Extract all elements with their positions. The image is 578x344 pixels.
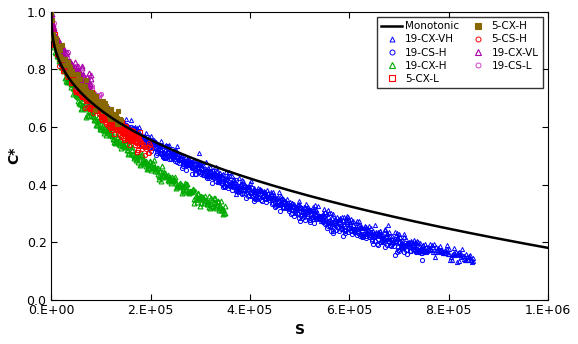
Line: 5-CX-H: 5-CX-H xyxy=(49,10,123,127)
5-CX-L xyxy=(65,64,72,68)
19-CS-L xyxy=(98,92,105,96)
19-CX-VH xyxy=(157,143,164,147)
19-CS-L xyxy=(82,78,89,83)
Line: Monotonic: Monotonic xyxy=(51,12,548,248)
5-CX-H xyxy=(64,69,71,74)
Line: 5-CS-H: 5-CS-H xyxy=(49,10,153,157)
19-CX-VL xyxy=(88,73,95,77)
19-CX-VL xyxy=(66,64,73,68)
19-CX-VH xyxy=(330,222,337,226)
5-CS-H xyxy=(48,10,55,14)
19-CX-VH xyxy=(48,10,55,14)
Monotonic xyxy=(290,189,297,193)
19-CS-L xyxy=(78,82,85,86)
5-CX-H xyxy=(114,116,121,120)
5-CX-H xyxy=(48,11,55,15)
19-CX-H xyxy=(48,10,55,14)
19-CX-VH xyxy=(297,205,303,209)
Y-axis label: C*: C* xyxy=(7,147,21,164)
5-CS-H xyxy=(130,139,137,143)
19-CS-H xyxy=(48,10,55,14)
5-CS-H xyxy=(87,95,94,99)
Line: 19-CX-VH: 19-CX-VH xyxy=(49,10,476,265)
19-CX-VH xyxy=(239,188,246,192)
5-CX-L xyxy=(138,142,144,147)
19-CX-H xyxy=(194,192,201,196)
5-CX-H xyxy=(112,117,118,121)
19-CX-VL xyxy=(49,12,55,17)
19-CX-VL xyxy=(72,69,79,73)
19-CX-H xyxy=(205,194,212,198)
19-CX-H xyxy=(220,212,227,216)
19-CS-H xyxy=(249,194,256,198)
Line: 5-CX-L: 5-CX-L xyxy=(49,14,143,154)
19-CS-L xyxy=(94,102,101,106)
19-CX-VL xyxy=(74,64,81,68)
5-CX-H xyxy=(115,122,122,126)
Monotonic xyxy=(530,243,537,247)
19-CS-H xyxy=(419,258,426,262)
19-CX-H xyxy=(49,35,55,39)
19-CS-H xyxy=(353,233,360,237)
19-CS-H xyxy=(225,186,232,190)
19-CX-VL xyxy=(84,75,91,79)
5-CX-L xyxy=(51,42,58,46)
5-CX-L xyxy=(134,150,140,154)
5-CS-H xyxy=(104,116,111,120)
5-CX-H xyxy=(90,92,97,96)
5-CX-H xyxy=(61,57,68,61)
5-CX-L xyxy=(133,136,140,140)
5-CX-L xyxy=(129,139,136,143)
X-axis label: S: S xyxy=(295,323,305,337)
Line: 19-CX-VL: 19-CX-VL xyxy=(49,12,94,96)
5-CS-H xyxy=(100,115,107,119)
19-CS-L xyxy=(77,74,84,78)
5-CS-H xyxy=(80,89,87,94)
19-CS-L xyxy=(70,69,77,74)
5-CX-H xyxy=(117,118,124,122)
19-CX-H xyxy=(151,166,158,171)
5-CX-L xyxy=(72,70,79,74)
5-CX-L xyxy=(48,14,55,19)
5-CS-H xyxy=(147,146,154,150)
5-CX-L xyxy=(53,44,60,49)
19-CX-H xyxy=(151,165,158,170)
19-CS-H xyxy=(420,250,427,255)
19-CX-VH xyxy=(123,117,129,121)
Monotonic xyxy=(48,10,55,14)
Monotonic xyxy=(276,185,283,190)
19-CS-H xyxy=(227,184,234,188)
Monotonic xyxy=(73,86,80,90)
19-CX-VL xyxy=(86,92,93,96)
5-CX-H xyxy=(84,89,91,94)
Monotonic xyxy=(530,243,537,247)
19-CX-VL xyxy=(48,13,55,17)
Monotonic xyxy=(439,225,446,229)
5-CS-H xyxy=(142,153,149,157)
19-CX-H xyxy=(154,166,161,170)
19-CX-H xyxy=(222,211,229,215)
19-CS-H xyxy=(269,201,276,205)
19-CS-L xyxy=(92,95,99,99)
19-CX-VH xyxy=(470,256,477,260)
Line: 19-CS-H: 19-CS-H xyxy=(49,10,426,262)
Line: 19-CX-H: 19-CX-H xyxy=(49,10,228,217)
19-CX-VH xyxy=(366,224,373,228)
Legend: Monotonic, 19-CX-VH, 19-CS-H, 19-CX-H, 5-CX-L, 5-CX-H, 5-CS-H, 19-CX-VL, 19-CS-L: Monotonic, 19-CX-VH, 19-CS-H, 19-CX-H, 5… xyxy=(377,17,543,88)
19-CS-H xyxy=(412,248,418,252)
5-CS-H xyxy=(117,133,124,138)
19-CS-L xyxy=(80,87,87,91)
19-CX-VH xyxy=(453,260,460,265)
Line: 19-CS-L: 19-CS-L xyxy=(49,15,103,106)
19-CX-VL xyxy=(76,69,83,73)
19-CX-VL xyxy=(72,65,79,69)
19-CS-L xyxy=(48,15,55,19)
Monotonic xyxy=(544,246,551,250)
